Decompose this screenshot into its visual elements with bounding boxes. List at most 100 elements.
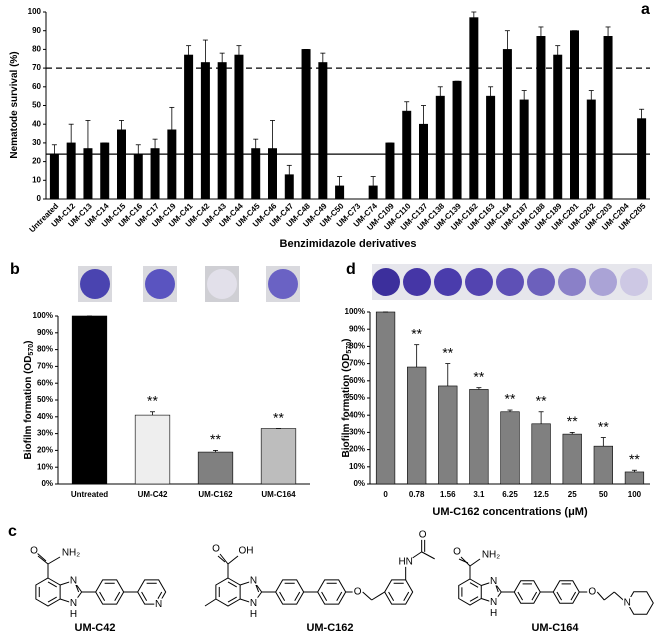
bond xyxy=(73,580,83,593)
bar xyxy=(435,95,445,200)
bar xyxy=(83,148,93,200)
bond xyxy=(74,583,80,593)
bond xyxy=(469,582,479,588)
y-tick-label: 40% xyxy=(349,410,365,419)
bar xyxy=(486,95,496,200)
atom-label: NH₂ xyxy=(62,548,80,559)
y-tick-label: 60% xyxy=(37,378,53,387)
bond xyxy=(371,591,385,601)
y-tick-label: 50% xyxy=(349,393,365,402)
bar xyxy=(49,153,59,200)
bar xyxy=(419,123,428,200)
x-tick-label: 3.1 xyxy=(473,490,485,499)
bar xyxy=(385,142,395,200)
bond xyxy=(47,596,57,603)
error-bar xyxy=(253,138,259,149)
y-tick-label: 0% xyxy=(41,479,53,488)
x-tick-label: 50 xyxy=(599,490,608,499)
bond xyxy=(114,591,121,601)
atom-label: O xyxy=(354,587,362,598)
bond xyxy=(37,555,49,565)
panel-label: d xyxy=(346,261,356,278)
error-bar xyxy=(471,11,477,18)
y-axis-title-end: ) xyxy=(341,339,352,342)
significance-label: ** xyxy=(598,418,609,434)
bond xyxy=(412,551,422,559)
panel-label: c xyxy=(8,523,17,540)
ring xyxy=(317,579,347,605)
error-bar xyxy=(437,86,443,97)
bar xyxy=(531,423,551,485)
error-bar xyxy=(320,52,326,63)
bond xyxy=(613,591,624,601)
bond xyxy=(596,591,605,601)
y-axis-title: Biofilm formation (OD570) xyxy=(341,339,353,458)
atom-label: HN xyxy=(398,557,412,568)
x-tick-label: 100 xyxy=(628,490,642,499)
bar xyxy=(500,411,520,485)
bond xyxy=(458,558,469,564)
y-tick-label: 0 xyxy=(37,194,42,203)
bond xyxy=(493,581,502,593)
y-tick-label: 50 xyxy=(32,101,41,110)
wells-b xyxy=(78,266,300,302)
y-tick-label: 90% xyxy=(349,324,365,333)
x-tick-label: Untreated xyxy=(71,490,108,499)
bond xyxy=(219,553,229,565)
x-tick-label: 0.78 xyxy=(409,490,425,499)
atom-label: N xyxy=(490,597,497,608)
bar xyxy=(407,366,427,485)
bond xyxy=(570,591,577,601)
panel-label: b xyxy=(10,261,20,278)
bar xyxy=(368,185,378,200)
atom-label: N xyxy=(250,575,257,586)
wells-d xyxy=(372,264,652,300)
bar xyxy=(438,385,458,485)
bar xyxy=(452,80,462,200)
bar xyxy=(284,174,294,200)
bar xyxy=(375,311,396,485)
bar xyxy=(184,54,194,200)
bond xyxy=(59,598,74,604)
bond xyxy=(47,556,61,565)
bond xyxy=(47,581,57,588)
y-tick-label: 100 xyxy=(28,7,42,16)
ring xyxy=(552,580,580,604)
bar xyxy=(117,129,126,200)
error-bar xyxy=(521,90,527,100)
error-bar xyxy=(68,123,74,143)
significance-label: ** xyxy=(411,325,422,341)
y-tick-label: 20% xyxy=(37,446,53,455)
y-tick-label: 40% xyxy=(37,412,53,421)
significance-label: ** xyxy=(629,451,640,467)
atom-label: OH xyxy=(239,546,254,557)
y-tick-label: 60 xyxy=(32,82,41,91)
error-bar xyxy=(555,45,561,56)
bar xyxy=(562,433,582,485)
y-tick-label: 30% xyxy=(349,428,365,437)
x-tick-label: 6.25 xyxy=(502,490,518,499)
y-axis-title-end: ) xyxy=(23,341,34,344)
bar xyxy=(502,49,512,200)
error-bar xyxy=(538,26,544,37)
bar xyxy=(318,62,328,200)
y-tick-label: 30% xyxy=(37,429,53,438)
atom-label: N xyxy=(155,599,162,610)
bar xyxy=(624,471,645,485)
bond xyxy=(481,581,494,586)
bond xyxy=(321,591,328,601)
error-bar xyxy=(414,344,420,368)
bond xyxy=(253,580,263,593)
bar xyxy=(71,315,108,485)
bar xyxy=(268,148,277,200)
error-bar xyxy=(631,469,637,472)
ring xyxy=(95,579,125,605)
atom-label: N xyxy=(70,575,77,586)
y-axis-title-text: Biofilm formation (OD xyxy=(341,354,352,458)
error-bar xyxy=(186,45,192,56)
significance-label: ** xyxy=(442,344,453,360)
y-tick-label: 90 xyxy=(32,26,41,35)
error-bar xyxy=(421,105,426,125)
error-bar xyxy=(370,176,376,186)
bar xyxy=(593,445,613,485)
